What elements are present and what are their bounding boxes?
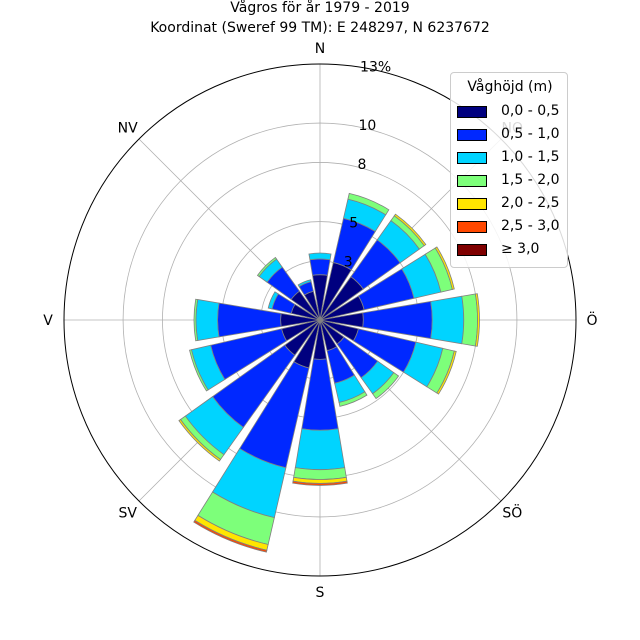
legend-label: 2,5 - 3,0 xyxy=(501,218,560,234)
bar-segment xyxy=(292,480,348,486)
legend-label: 0,0 - 0,5 xyxy=(501,103,560,119)
legend-item: 1,5 - 2,0 xyxy=(457,172,565,192)
bar-segment xyxy=(256,256,278,278)
bar-segment xyxy=(193,519,268,553)
bar-segment xyxy=(434,246,455,290)
legend-swatch xyxy=(457,106,487,118)
legend-item: 2,5 - 3,0 xyxy=(457,218,565,238)
chart-subtitle: Koordinat (Sweref 99 TM): E 248297, N 62… xyxy=(150,20,490,36)
wave-rose-bars xyxy=(178,192,480,553)
legend-label: 0,5 - 1,0 xyxy=(501,126,560,142)
direction-label: V xyxy=(43,313,53,329)
direction-label: N xyxy=(315,41,325,57)
bar-segment xyxy=(338,391,368,407)
bar-segment xyxy=(294,428,346,470)
legend-title: Våghöjd (m) xyxy=(467,79,553,95)
legend-item: 0,5 - 1,0 xyxy=(457,126,565,146)
bar-segment xyxy=(430,295,465,345)
bar-segment xyxy=(195,299,220,341)
outer-circle xyxy=(63,63,577,577)
bar-segment xyxy=(309,258,331,276)
radial-tick-label: 13% xyxy=(360,60,391,76)
radial-tick-label: 8 xyxy=(357,157,366,173)
bar-segment xyxy=(393,213,427,247)
legend-item: 0,0 - 0,5 xyxy=(457,103,565,123)
bar-segment xyxy=(308,252,332,261)
legend-swatch xyxy=(457,129,487,141)
chart-title: Vågros för år 1979 - 2019 xyxy=(230,0,410,16)
bar-segment xyxy=(474,293,480,347)
direction-label: Ö xyxy=(586,311,597,329)
legend-swatch xyxy=(457,221,487,233)
bar-segment xyxy=(193,298,199,342)
bar-segment xyxy=(436,350,457,395)
legend-swatch xyxy=(457,244,487,256)
radial-tick-label: 5 xyxy=(349,216,358,232)
radial-tick-label: 10 xyxy=(358,118,376,134)
direction-label: NV xyxy=(118,121,138,137)
legend-swatch xyxy=(457,152,487,164)
legend: Våghöjd (m) 0,0 - 0,5 0,5 - 1,0 1,0 - 1,… xyxy=(450,72,568,268)
radial-tick-label: 3 xyxy=(344,255,353,271)
legend-label: 1,5 - 2,0 xyxy=(501,172,560,188)
direction-label: S xyxy=(316,585,325,601)
bar-segment xyxy=(178,418,222,462)
bar-segment xyxy=(293,467,347,480)
direction-label: SV xyxy=(118,505,137,521)
bar-segment xyxy=(297,279,312,288)
bar-segment xyxy=(347,192,390,216)
bar-segment xyxy=(372,372,400,400)
legend-item: 1,0 - 1,5 xyxy=(457,149,565,169)
legend-label: 2,0 - 2,5 xyxy=(501,195,560,211)
bar-segment xyxy=(267,291,279,310)
legend-label: 1,0 - 1,5 xyxy=(501,149,560,165)
radial-tick-labels: 3 5 8 10 13% xyxy=(344,60,391,271)
bar-segment xyxy=(189,349,209,392)
legend-swatch xyxy=(457,175,487,187)
legend-swatch xyxy=(457,198,487,210)
bar-segment xyxy=(461,293,478,347)
legend-label: ≥ 3,0 xyxy=(501,241,540,257)
direction-label: SÖ xyxy=(502,503,522,521)
legend-item: ≥ 3,0 xyxy=(457,241,565,261)
legend-item: 2,0 - 2,5 xyxy=(457,195,565,215)
